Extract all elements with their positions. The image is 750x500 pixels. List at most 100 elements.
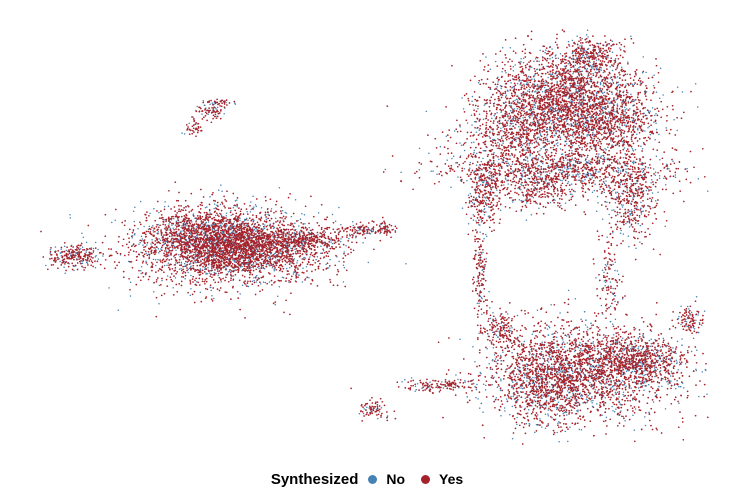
- point-no: [188, 122, 190, 125]
- point-no: [475, 131, 478, 133]
- point-no: [603, 280, 606, 282]
- point-no: [446, 159, 448, 161]
- point-no: [236, 205, 238, 208]
- point-no: [564, 65, 566, 68]
- point-no: [589, 365, 592, 368]
- point-no: [272, 227, 275, 230]
- point-no: [475, 396, 477, 399]
- point-no: [512, 69, 515, 72]
- point-yes: [192, 275, 195, 278]
- point-no: [352, 224, 354, 227]
- point-no: [626, 171, 628, 174]
- point-yes: [181, 272, 184, 274]
- point-no: [85, 241, 88, 244]
- point-no: [599, 88, 601, 91]
- point-no: [551, 48, 553, 50]
- point-yes: [202, 218, 205, 221]
- point-yes: [147, 278, 150, 281]
- point-yes: [202, 196, 205, 198]
- point-yes: [249, 273, 251, 276]
- point-no: [256, 274, 258, 277]
- point-no: [606, 382, 608, 385]
- point-no: [622, 393, 624, 396]
- point-yes: [269, 233, 271, 235]
- point-yes: [265, 199, 267, 202]
- point-no: [288, 281, 290, 284]
- point-no: [452, 155, 455, 157]
- point-yes: [158, 217, 161, 220]
- point-no: [509, 154, 511, 157]
- point-no: [488, 290, 490, 293]
- point-no: [581, 350, 583, 352]
- point-yes: [199, 204, 202, 206]
- point-no: [567, 180, 570, 183]
- point-no: [139, 241, 141, 244]
- point-no: [538, 207, 540, 209]
- point-no: [315, 258, 317, 261]
- point-no: [528, 144, 531, 146]
- point-no: [602, 71, 605, 74]
- point-no: [414, 385, 417, 388]
- point-no: [380, 406, 383, 409]
- point-no: [472, 382, 475, 385]
- point-no: [585, 125, 588, 127]
- point-no: [576, 85, 578, 87]
- point-no: [501, 71, 503, 73]
- point-no: [510, 147, 512, 149]
- point-yes: [214, 259, 217, 261]
- point-no: [524, 374, 526, 377]
- point-no: [247, 219, 249, 221]
- point-no: [245, 283, 247, 286]
- point-no: [343, 266, 346, 269]
- point-no: [625, 385, 627, 387]
- point-no: [555, 131, 557, 133]
- point-no: [631, 176, 634, 179]
- point-no: [547, 122, 549, 125]
- point-no: [511, 352, 513, 354]
- point-no: [381, 229, 383, 231]
- point-no: [204, 256, 207, 259]
- point-no: [152, 258, 155, 261]
- point-no: [556, 105, 558, 107]
- point-yes: [273, 265, 276, 267]
- point-no: [194, 253, 197, 255]
- point-no: [299, 246, 301, 249]
- point-no: [622, 337, 624, 339]
- point-yes: [314, 261, 317, 264]
- point-no: [557, 422, 559, 424]
- point-no: [599, 366, 602, 368]
- point-no: [268, 260, 270, 262]
- point-no: [649, 110, 651, 112]
- point-yes: [237, 254, 240, 257]
- point-no: [207, 251, 209, 253]
- point-no: [547, 415, 550, 417]
- point-no: [114, 219, 116, 222]
- point-no: [582, 54, 584, 56]
- point-no: [611, 93, 614, 95]
- point-no: [262, 281, 265, 283]
- point-no: [213, 271, 216, 274]
- point-yes: [212, 287, 215, 289]
- point-no: [441, 381, 443, 383]
- point-no: [558, 371, 560, 374]
- point-no: [481, 268, 484, 271]
- point-no: [604, 397, 606, 399]
- point-no: [479, 183, 482, 186]
- point-yes: [142, 260, 145, 263]
- point-no: [494, 317, 497, 320]
- point-yes: [161, 261, 164, 264]
- point-no: [629, 213, 632, 215]
- point-no: [618, 396, 620, 398]
- point-no: [527, 409, 530, 411]
- point-yes: [336, 284, 339, 287]
- point-no: [619, 127, 621, 129]
- point-no: [612, 75, 615, 78]
- point-no: [520, 183, 522, 185]
- point-no: [674, 387, 677, 390]
- point-no: [239, 219, 241, 222]
- point-no: [276, 261, 278, 263]
- point-no: [260, 232, 263, 234]
- point-yes: [350, 248, 352, 251]
- point-no: [63, 266, 65, 268]
- point-no: [511, 163, 514, 165]
